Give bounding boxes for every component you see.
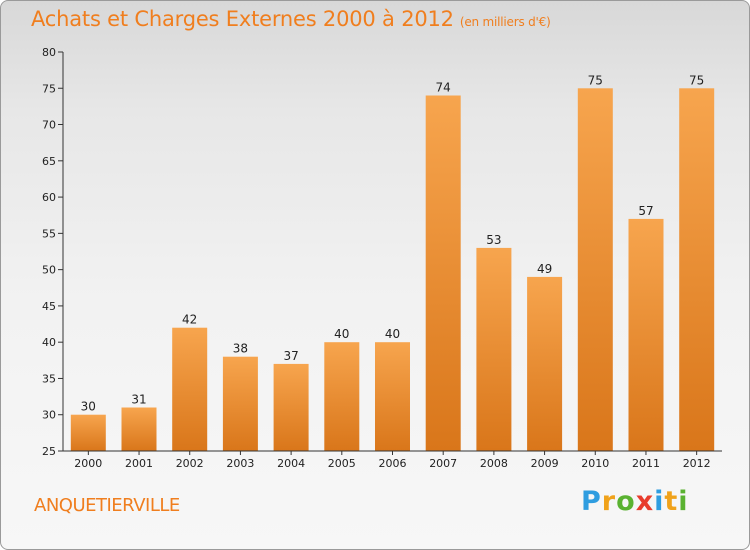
y-tick-label: 35 — [42, 373, 56, 386]
x-tick-label: 2008 — [480, 457, 508, 470]
chart-title: Achats et Charges Externes 2000 à 2012 (e… — [31, 7, 551, 31]
bar — [628, 218, 664, 451]
data-label: 75 — [689, 73, 704, 87]
chart-title-text: Achats et Charges Externes 2000 à 2012 — [31, 7, 454, 31]
bar — [273, 363, 309, 451]
bar — [375, 342, 410, 451]
x-tick-label: 2000 — [74, 457, 102, 470]
commune-name: ANQUETIERVILLE — [34, 495, 180, 516]
bar — [324, 342, 360, 451]
y-tick-label: 60 — [42, 191, 56, 204]
data-label: 30 — [81, 400, 96, 414]
logo-letter: o — [616, 486, 636, 517]
x-tick-label: 2012 — [683, 457, 711, 470]
y-tick-label: 30 — [42, 409, 56, 422]
data-label: 42 — [182, 313, 197, 327]
x-tick-label: 2011 — [632, 457, 660, 470]
y-tick-label: 70 — [42, 119, 56, 132]
logo-letter: r — [601, 486, 617, 517]
bar — [679, 88, 715, 452]
y-tick-label: 55 — [42, 227, 56, 240]
logo-letter: i — [654, 486, 665, 517]
y-tick-label: 40 — [42, 336, 56, 349]
bar — [425, 95, 461, 451]
data-label: 40 — [334, 327, 349, 341]
y-tick-label: 65 — [42, 155, 56, 168]
x-tick-label: 2009 — [531, 457, 559, 470]
bars-group: 30 31 42 38 37 40 40 74 53 49 75 57 75 — [70, 73, 715, 452]
bar — [121, 407, 157, 451]
y-tick-label: 45 — [42, 300, 56, 313]
x-tick-label: 2007 — [429, 457, 457, 470]
bar — [577, 88, 613, 452]
logo-letter: x — [635, 486, 655, 517]
y-tick-label: 75 — [42, 82, 56, 95]
x-tick-label: 2006 — [379, 457, 407, 470]
data-label: 40 — [385, 327, 400, 341]
x-tick-label: 2002 — [176, 457, 204, 470]
x-tick-label: 2001 — [125, 457, 153, 470]
data-label: 49 — [537, 262, 552, 276]
y-tick-label: 80 — [42, 46, 56, 59]
data-label: 53 — [486, 233, 501, 247]
data-label: 74 — [436, 81, 451, 95]
y-tick-label: 50 — [42, 264, 56, 277]
logo-letter: t — [664, 486, 679, 517]
x-tick-label: 2003 — [226, 457, 254, 470]
bar — [476, 247, 512, 451]
bar — [172, 327, 208, 451]
proxiti-logo: Proxiti — [581, 486, 689, 517]
data-label: 38 — [233, 342, 248, 356]
chart-subtitle: (en milliers d'€) — [459, 15, 551, 29]
data-label: 31 — [131, 393, 146, 407]
data-label: 75 — [588, 73, 603, 87]
logo-letter: i — [678, 486, 689, 517]
x-tick-label: 2010 — [581, 457, 609, 470]
data-label: 57 — [638, 204, 653, 218]
x-tick-label: 2004 — [277, 457, 305, 470]
logo-letter: P — [581, 486, 602, 517]
bar — [222, 356, 258, 451]
bar — [527, 276, 563, 451]
data-label: 37 — [283, 349, 298, 363]
y-tick-label: 25 — [42, 445, 56, 458]
x-tick-label: 2005 — [328, 457, 356, 470]
axes-group: 25 30 35 40 45 50 55 60 65 70 75 80 2000 2001 2002 2003… — [42, 46, 722, 470]
bar — [70, 414, 106, 451]
